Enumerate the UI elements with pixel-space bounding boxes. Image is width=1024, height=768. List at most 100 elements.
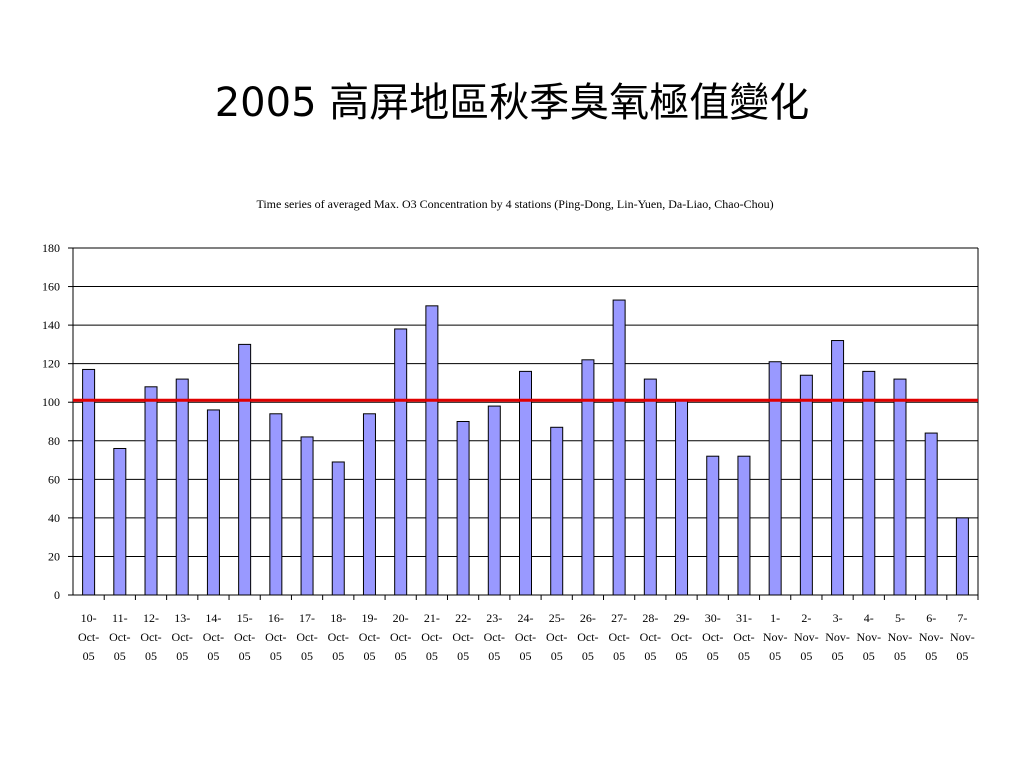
x-tick-label: 05 <box>832 649 844 663</box>
x-tick-label: Oct- <box>733 630 754 644</box>
x-tick-label: Oct- <box>328 630 349 644</box>
x-tick-label: 18- <box>330 611 346 625</box>
x-tick-label: 21- <box>424 611 440 625</box>
bar <box>737 455 751 596</box>
x-tick-label: Oct- <box>234 630 255 644</box>
x-tick-label: Oct- <box>78 630 99 644</box>
y-tick-label: 140 <box>42 318 60 332</box>
x-tick-label: 05 <box>863 649 875 663</box>
x-tick-label: Oct- <box>203 630 224 644</box>
x-tick-label: 13- <box>174 611 190 625</box>
x-tick-label: Oct- <box>515 630 536 644</box>
x-tick-label: 05 <box>676 649 688 663</box>
bar <box>768 361 782 596</box>
x-tick-label: 05 <box>395 649 407 663</box>
x-tick-label: 05 <box>800 649 812 663</box>
x-tick-label: 2- <box>801 611 811 625</box>
x-tick-label: 27- <box>611 611 627 625</box>
x-tick-label: 30- <box>705 611 721 625</box>
x-tick-label: 31- <box>736 611 752 625</box>
bar <box>519 370 532 596</box>
x-tick-label: Nov- <box>856 630 881 644</box>
bar <box>82 368 96 596</box>
x-tick-label: 25- <box>549 611 565 625</box>
x-tick-label: Oct- <box>577 630 598 644</box>
y-tick-label: 100 <box>42 395 60 409</box>
x-tick-label: 05 <box>738 649 750 663</box>
x-tick-label: 05 <box>207 649 219 663</box>
x-tick-label: Oct- <box>109 630 130 644</box>
bar <box>924 432 938 596</box>
bar <box>643 378 657 596</box>
slide-title: 2005 高屏地區秋季臭氧極值變化 <box>214 80 810 126</box>
bar <box>456 421 470 596</box>
x-tick-label: Oct- <box>140 630 161 644</box>
x-tick-label: 05 <box>488 649 500 663</box>
x-tick-label: 05 <box>956 649 968 663</box>
y-tick-label: 60 <box>48 472 60 486</box>
x-tick-label: Oct- <box>702 630 723 644</box>
x-tick-label: 05 <box>426 649 438 663</box>
x-tick-label: Nov- <box>888 630 913 644</box>
x-tick-label: 05 <box>457 649 469 663</box>
x-tick-label: 3- <box>833 611 843 625</box>
x-tick-label: 6- <box>926 611 936 625</box>
x-tick-label: 24- <box>518 611 534 625</box>
x-tick-label: 05 <box>83 649 95 663</box>
x-tick-label: Nov- <box>794 630 819 644</box>
x-tick-label: 05 <box>644 649 656 663</box>
x-tick-label: 28- <box>642 611 658 625</box>
x-tick-label: 05 <box>332 649 344 663</box>
bar <box>206 409 220 596</box>
x-tick-label: 22- <box>455 611 471 625</box>
x-tick-label: 23- <box>486 611 502 625</box>
x-tick-label: 05 <box>582 649 594 663</box>
y-tick-label: 160 <box>42 280 60 294</box>
bar <box>862 370 876 596</box>
bar <box>487 405 501 596</box>
x-tick-label: Oct- <box>265 630 286 644</box>
plot-area: 0 20 40 60 80 100 120 140 160 180 10- Oct- 05 11- Oct-… <box>42 241 979 663</box>
y-tick-label: 120 <box>42 357 60 371</box>
chart-title: Time series of averaged Max. O3 Concentr… <box>256 197 773 211</box>
x-tick-label: 5- <box>895 611 905 625</box>
x-tick-label: Oct- <box>671 630 692 644</box>
x-tick-label: 05 <box>613 649 625 663</box>
x-tick-label: 05 <box>894 649 906 663</box>
x-tick-label: 05 <box>176 649 188 663</box>
x-tick-label: 19- <box>361 611 377 625</box>
bar <box>581 359 595 596</box>
x-tick-label: 7- <box>957 611 967 625</box>
x-tick-label: 05 <box>301 649 313 663</box>
x-tick-label: 17- <box>299 611 315 625</box>
x-tick-label: Oct- <box>640 630 661 644</box>
x-tick-label: Oct- <box>390 630 411 644</box>
x-tick-label: Nov- <box>763 630 788 644</box>
x-tick-label: Oct- <box>608 630 629 644</box>
bar <box>144 386 158 596</box>
x-tick-label: 05 <box>925 649 937 663</box>
bar <box>331 461 345 596</box>
bar <box>362 413 376 596</box>
x-tick-label: Oct- <box>296 630 317 644</box>
x-tick-label: Oct- <box>172 630 193 644</box>
x-tick-label: Oct- <box>421 630 442 644</box>
x-tick-label: Oct- <box>484 630 505 644</box>
bar <box>394 328 408 596</box>
y-tick-label: 80 <box>48 434 60 448</box>
x-tick-label: 4- <box>864 611 874 625</box>
x-tick-label: Oct- <box>359 630 380 644</box>
x-tick-label: 16- <box>268 611 284 625</box>
y-tick-label: 40 <box>48 511 60 525</box>
x-tick-label: 05 <box>520 649 532 663</box>
bar <box>425 305 439 596</box>
bar <box>238 343 252 596</box>
x-tick-label: 05 <box>769 649 781 663</box>
x-tick-label: 05 <box>363 649 375 663</box>
x-tick-label: Oct- <box>452 630 473 644</box>
x-tick-label: 12- <box>143 611 159 625</box>
x-tick-label: 1- <box>770 611 780 625</box>
x-tick-label: Oct- <box>546 630 567 644</box>
bar <box>955 517 969 596</box>
